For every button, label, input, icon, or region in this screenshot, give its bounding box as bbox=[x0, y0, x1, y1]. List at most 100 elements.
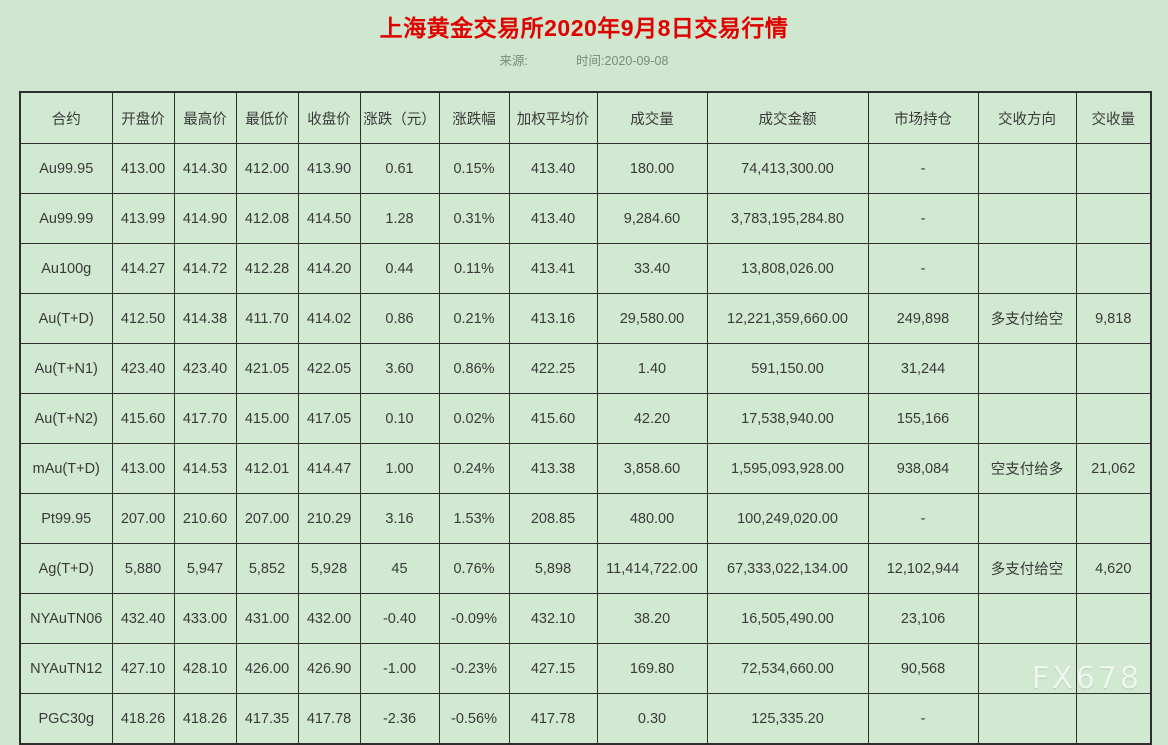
table-cell bbox=[977, 693, 1077, 745]
table-cell: 11,414,722.00 bbox=[596, 543, 708, 594]
table-cell: 5,947 bbox=[173, 543, 237, 594]
table-cell: 5,928 bbox=[297, 543, 361, 594]
contract-name-cell: Au(T+N1) bbox=[19, 343, 113, 394]
table-row: Au(T+N2) 415.60 417.70 415.00 417.05 0.10 0.02… bbox=[19, 393, 1152, 444]
table-cell: 多支付给空 bbox=[977, 293, 1077, 344]
table-cell: 417.78 bbox=[297, 693, 361, 745]
table-cell: 16,505,490.00 bbox=[706, 593, 869, 644]
table-cell: 0.30 bbox=[596, 693, 708, 745]
column-header-7: 加权平均价 bbox=[508, 91, 598, 144]
table-cell: 42.20 bbox=[596, 393, 708, 444]
table-cell: 1.53% bbox=[438, 493, 510, 544]
table-cell: 413.00 bbox=[111, 443, 175, 494]
column-header-6: 涨跌幅 bbox=[438, 91, 510, 144]
table-cell: - bbox=[867, 693, 979, 745]
contract-name-cell: Ag(T+D) bbox=[19, 543, 113, 594]
table-cell: 72,534,660.00 bbox=[706, 643, 869, 694]
contract-name-cell: Au(T+N2) bbox=[19, 393, 113, 444]
quote-table: 合约 开盘价 最高价 最低价 收盘价 涨跌（元） 涨跌幅 加权平均价 成交量 成交金额 市场持仓 交收… bbox=[19, 91, 1152, 745]
contract-name-cell: NYAuTN06 bbox=[19, 593, 113, 644]
table-cell bbox=[1075, 193, 1152, 244]
table-cell: 414.02 bbox=[297, 293, 361, 344]
table-cell: 417.35 bbox=[235, 693, 299, 745]
table-cell: -0.23% bbox=[438, 643, 510, 694]
table-cell: 413.40 bbox=[508, 143, 598, 194]
table-cell: 1.28 bbox=[359, 193, 440, 244]
table-cell: 411.70 bbox=[235, 293, 299, 344]
table-cell: 0.86% bbox=[438, 343, 510, 394]
table-cell: 0.31% bbox=[438, 193, 510, 244]
table-cell: 427.15 bbox=[508, 643, 598, 694]
table-cell: 12,221,359,660.00 bbox=[706, 293, 869, 344]
table-cell bbox=[1075, 693, 1152, 745]
table-cell: 13,808,026.00 bbox=[706, 243, 869, 294]
contract-name-cell: Au100g bbox=[19, 243, 113, 294]
table-cell: 414.20 bbox=[297, 243, 361, 294]
table-cell: -1.00 bbox=[359, 643, 440, 694]
table-cell: 210.29 bbox=[297, 493, 361, 544]
table-row: PGC30g 418.26 418.26 417.35 417.78 -2.36 -0.56… bbox=[19, 693, 1152, 745]
table-row: Au100g 414.27 414.72 412.28 414.20 0.44 0.11% 4… bbox=[19, 243, 1152, 294]
table-cell bbox=[977, 243, 1077, 294]
table-cell: 29,580.00 bbox=[596, 293, 708, 344]
table-cell: 431.00 bbox=[235, 593, 299, 644]
table-cell: 418.26 bbox=[111, 693, 175, 745]
table-cell: 414.27 bbox=[111, 243, 175, 294]
table-body: Au99.95 413.00 414.30 412.00 413.90 0.61 0.15%… bbox=[19, 143, 1152, 745]
table-cell: 空支付给多 bbox=[977, 443, 1077, 494]
table-cell: 31,244 bbox=[867, 343, 979, 394]
table-row: Au99.95 413.00 414.30 412.00 413.90 0.61 0.15%… bbox=[19, 143, 1152, 194]
table-cell: 3,858.60 bbox=[596, 443, 708, 494]
table-cell: 480.00 bbox=[596, 493, 708, 544]
column-header-4: 收盘价 bbox=[297, 91, 361, 144]
table-cell: 9,284.60 bbox=[596, 193, 708, 244]
table-row: mAu(T+D) 413.00 414.53 412.01 414.47 1.00 0.24… bbox=[19, 443, 1152, 494]
table-cell bbox=[1075, 643, 1152, 694]
table-cell bbox=[977, 393, 1077, 444]
table-cell: 180.00 bbox=[596, 143, 708, 194]
table-cell: 413.00 bbox=[111, 143, 175, 194]
table-cell: 0.76% bbox=[438, 543, 510, 594]
table-cell: 412.01 bbox=[235, 443, 299, 494]
table-cell: 0.15% bbox=[438, 143, 510, 194]
table-cell: 413.16 bbox=[508, 293, 598, 344]
table-cell: 45 bbox=[359, 543, 440, 594]
table-cell: 413.38 bbox=[508, 443, 598, 494]
table-row: Au99.99 413.99 414.90 412.08 414.50 1.28 0.31%… bbox=[19, 193, 1152, 244]
table-cell: 3.60 bbox=[359, 343, 440, 394]
table-cell: 427.10 bbox=[111, 643, 175, 694]
table-cell: 0.10 bbox=[359, 393, 440, 444]
table-cell: 207.00 bbox=[235, 493, 299, 544]
table-cell: 415.60 bbox=[508, 393, 598, 444]
contract-name-cell: mAu(T+D) bbox=[19, 443, 113, 494]
column-header-2: 最高价 bbox=[173, 91, 237, 144]
table-cell: 5,880 bbox=[111, 543, 175, 594]
table-cell: 0.21% bbox=[438, 293, 510, 344]
table-cell: 0.61 bbox=[359, 143, 440, 194]
column-header-1: 开盘价 bbox=[111, 91, 175, 144]
table-cell bbox=[1075, 493, 1152, 544]
table-cell: 207.00 bbox=[111, 493, 175, 544]
table-cell bbox=[977, 193, 1077, 244]
table-cell: 412.50 bbox=[111, 293, 175, 344]
contract-name-cell: NYAuTN12 bbox=[19, 643, 113, 694]
quote-table-container: 合约 开盘价 最高价 最低价 收盘价 涨跌（元） 涨跌幅 加权平均价 成交量 成交金额 市场持仓 交收… bbox=[19, 91, 1152, 745]
table-cell: 249,898 bbox=[867, 293, 979, 344]
table-cell: 421.05 bbox=[235, 343, 299, 394]
column-header-12: 交收量 bbox=[1075, 91, 1152, 144]
table-cell: 422.25 bbox=[508, 343, 598, 394]
table-cell: 67,333,022,134.00 bbox=[706, 543, 869, 594]
table-cell: 414.72 bbox=[173, 243, 237, 294]
table-cell: 414.53 bbox=[173, 443, 237, 494]
table-cell: 412.28 bbox=[235, 243, 299, 294]
table-cell: 414.30 bbox=[173, 143, 237, 194]
table-cell: 422.05 bbox=[297, 343, 361, 394]
table-cell: 12,102,944 bbox=[867, 543, 979, 594]
table-cell: 210.60 bbox=[173, 493, 237, 544]
table-cell: 417.78 bbox=[508, 693, 598, 745]
table-cell bbox=[1075, 593, 1152, 644]
table-cell bbox=[977, 593, 1077, 644]
table-cell: 1.00 bbox=[359, 443, 440, 494]
table-cell: 5,898 bbox=[508, 543, 598, 594]
contract-name-cell: Au99.95 bbox=[19, 143, 113, 194]
